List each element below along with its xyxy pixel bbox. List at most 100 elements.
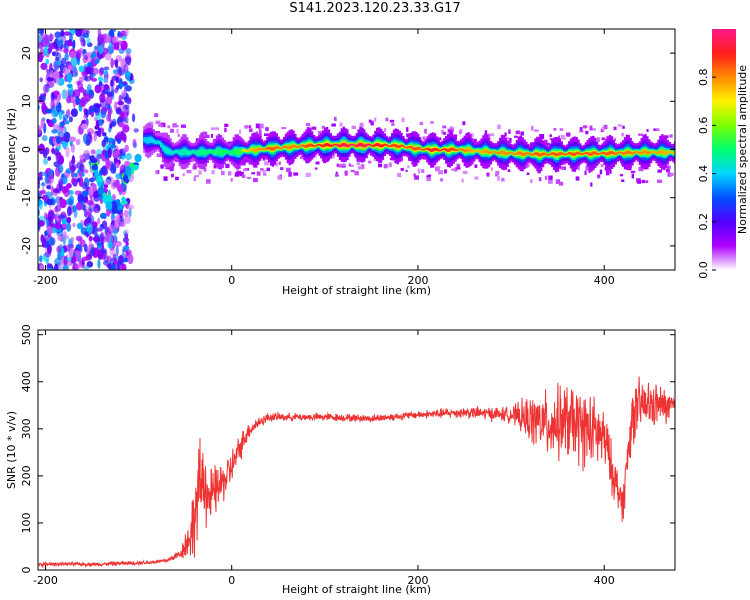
heatmap-cell	[87, 61, 93, 67]
heatmap-ridge-cell	[497, 152, 500, 155]
heatmap-ridge-cell	[169, 149, 172, 155]
heatmap-cell	[548, 180, 553, 184]
heatmap-cell	[40, 29, 45, 37]
heatmap-cell	[351, 125, 357, 130]
heatmap-cell	[89, 194, 93, 200]
heatmap-cell	[630, 170, 636, 174]
heatmap-cell	[62, 224, 67, 229]
heatmap-ridge-cell	[180, 149, 183, 156]
heatmap-ridge-cell	[189, 150, 193, 155]
heatmap-cell	[657, 169, 662, 173]
heatmap-cell	[71, 158, 76, 165]
heatmap-cell	[116, 108, 122, 115]
colorbar-tick-label: 0.2	[697, 213, 710, 231]
heatmap-ridge-cell	[642, 150, 645, 154]
colorbar-gradient	[712, 29, 736, 270]
heatmap-ridge-cell	[228, 151, 232, 155]
heatmap-ridge-cell	[385, 144, 388, 146]
heatmap-cell	[113, 41, 120, 51]
heatmap-ridge-cell	[623, 151, 627, 155]
heatmap-cell	[383, 164, 388, 169]
heatmap-cell	[109, 247, 115, 256]
heatmap-cell	[497, 124, 501, 130]
heatmap-ridge-cell	[372, 144, 375, 147]
heatmap-cell	[163, 176, 168, 181]
heatmap-cell	[41, 182, 45, 187]
heatmap-ridge-cell	[279, 147, 282, 150]
heatmap-ridge-cell	[338, 144, 342, 148]
heatmap-ridge-cell	[580, 153, 584, 156]
heatmap-cell	[575, 176, 580, 181]
heatmap-cell	[368, 160, 372, 164]
heatmap-ridge-cell	[538, 153, 541, 157]
heatmap-cell	[530, 179, 533, 183]
heatmap-cell	[62, 43, 67, 49]
heatmap-cell	[115, 245, 119, 257]
heatmap-ridge-cell	[487, 151, 491, 154]
heatmap-cell	[105, 201, 113, 210]
heatmap-cell	[98, 80, 103, 87]
heatmap-cell	[249, 128, 253, 133]
heatmap-cell	[103, 84, 110, 91]
heatmap-cell	[426, 160, 431, 163]
heatmap-cell	[646, 129, 649, 132]
heatmap-ridge-cell	[450, 147, 454, 151]
heatmap-ridge-cell	[353, 144, 357, 147]
heatmap-cell	[389, 157, 395, 161]
heatmap-cell	[609, 169, 612, 174]
heatmap-cell	[94, 84, 102, 94]
heatmap-cell	[453, 134, 458, 138]
heatmap-ridge-cell	[441, 148, 444, 151]
heatmap-cell	[397, 172, 402, 178]
heatmap-cell	[288, 171, 292, 177]
heatmap-ridge-cell	[238, 149, 241, 156]
heatmap-ridge-cell	[191, 150, 195, 154]
heatmap-cell	[97, 127, 102, 138]
heatmap-cell	[78, 170, 83, 177]
heatmap-cell	[584, 170, 587, 176]
heatmap-cell	[515, 130, 520, 135]
heatmap-cell	[76, 222, 83, 230]
heatmap-cell	[90, 246, 95, 254]
heatmap-cell	[507, 169, 511, 173]
heatmap-ridge-cell	[277, 146, 280, 149]
heatmap-cell	[59, 198, 67, 209]
heatmap-ridge-cell	[519, 151, 522, 155]
heatmap-cell	[116, 261, 120, 270]
heatmap-cell	[211, 169, 215, 175]
heatmap-ridge-cell	[525, 152, 528, 155]
heatmap-ridge-cell	[333, 143, 336, 146]
heatmap-ridge-cell	[407, 146, 411, 149]
heatmap-cell	[119, 78, 123, 84]
heatmap-ridge-cell	[262, 148, 265, 151]
heatmap-cell	[330, 155, 335, 159]
heatmap-ridge-cell	[513, 153, 517, 156]
heatmap-cell	[599, 169, 603, 175]
heatmap-cell	[495, 170, 500, 176]
x-tick-label: -200	[33, 574, 58, 587]
heatmap-ridge-cell	[476, 149, 480, 152]
heatmap-cell	[374, 117, 377, 122]
heatmap-ridge-cell	[553, 152, 556, 156]
heatmap-cell	[321, 125, 325, 129]
heatmap-cell	[61, 255, 68, 266]
heatmap-cell	[155, 131, 160, 134]
heatmap-cell	[236, 170, 242, 176]
heatmap-cell	[534, 129, 539, 132]
heatmap-cell	[553, 127, 557, 131]
heatmap-cell	[46, 185, 52, 190]
heatmap-cell	[105, 95, 113, 106]
heatmap-cell	[115, 162, 120, 169]
heatmap-cell	[406, 127, 409, 132]
heatmap-cell	[444, 169, 447, 174]
colorbar-tick-label: 0.8	[697, 68, 710, 86]
heatmap-cell	[356, 162, 361, 166]
heatmap-cell	[370, 122, 374, 126]
heatmap-cell	[47, 173, 54, 184]
heatmap-cell	[94, 105, 101, 116]
heatmap-ridge-cell	[154, 140, 157, 145]
heatmap-cell	[87, 89, 94, 97]
heatmap-ridge-cell	[498, 151, 502, 155]
heatmap-cell	[350, 169, 355, 173]
heatmap-cell	[72, 222, 76, 228]
